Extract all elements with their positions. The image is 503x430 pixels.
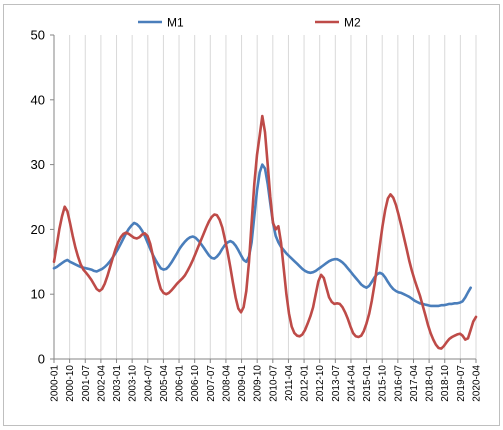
x-tick-label: 2013-07 [331,365,342,402]
y-tick-label: 10 [31,287,45,302]
x-tick-label: 2009-01 [237,365,248,402]
x-tick-label: 2012-10 [315,365,326,402]
x-tick-label: 2019-07 [456,365,467,402]
series-line-m1 [52,163,473,308]
series-lines [52,114,478,350]
x-axis: 2000-01 2000-10 2001-07 2002-04 2003-01 2003-… [50,358,483,402]
line-chart: 0 10 20 30 40 50 2000-01 2000-10 2001-07 2002-04… [31,16,483,402]
y-tick-label: 50 [31,28,45,43]
chart-frame: 0 10 20 30 40 50 2000-01 2000-10 2001-07 2002-04… [3,4,500,426]
x-tick-label: 2005-04 [159,365,170,402]
y-tick-label: 0 [38,352,45,367]
x-tick-label: 2016-07 [393,365,404,402]
x-tick-label: 2004-07 [143,365,154,402]
x-tick-label: 2006-10 [190,365,201,402]
x-tick-label: 2002-04 [96,365,107,402]
y-axis: 0 10 20 30 40 50 [31,28,55,367]
x-tick-label: 2017-04 [409,365,420,402]
x-tick-label: 2018-10 [440,365,451,402]
x-tick-label: 2000-10 [65,365,76,402]
legend-label-m2: M2 [344,16,361,30]
x-tick-label: 2012-01 [300,365,311,402]
series-line-m2 [52,114,478,350]
y-tick-label: 20 [31,222,45,237]
x-tick-label: 2015-01 [362,365,373,402]
x-tick-label: 2018-01 [425,365,436,402]
x-tick-label: 2014-04 [346,365,357,402]
x-tick-label: 2000-01 [50,365,61,402]
x-tick-label: 2020-04 [472,365,483,402]
x-tick-label: 2009-10 [253,365,264,402]
x-tick-label: 2010-07 [268,365,279,402]
x-tick-label: 2015-10 [378,365,389,402]
x-tick-label: 2007-07 [206,365,217,402]
x-tick-label: 2001-07 [81,365,92,402]
y-tick-label: 40 [31,92,45,107]
x-tick-label: 2011-04 [284,365,295,401]
x-tick-label: 2003-10 [128,365,139,402]
y-tick-label: 30 [31,157,45,172]
x-tick-label: 2003-01 [112,365,123,402]
vertical-gridlines [69,35,477,359]
x-tick-label: 2008-04 [221,365,232,402]
legend: M1 M2 [138,16,361,30]
legend-label-m1: M1 [167,16,184,30]
x-tick-label: 2006-01 [175,365,186,402]
